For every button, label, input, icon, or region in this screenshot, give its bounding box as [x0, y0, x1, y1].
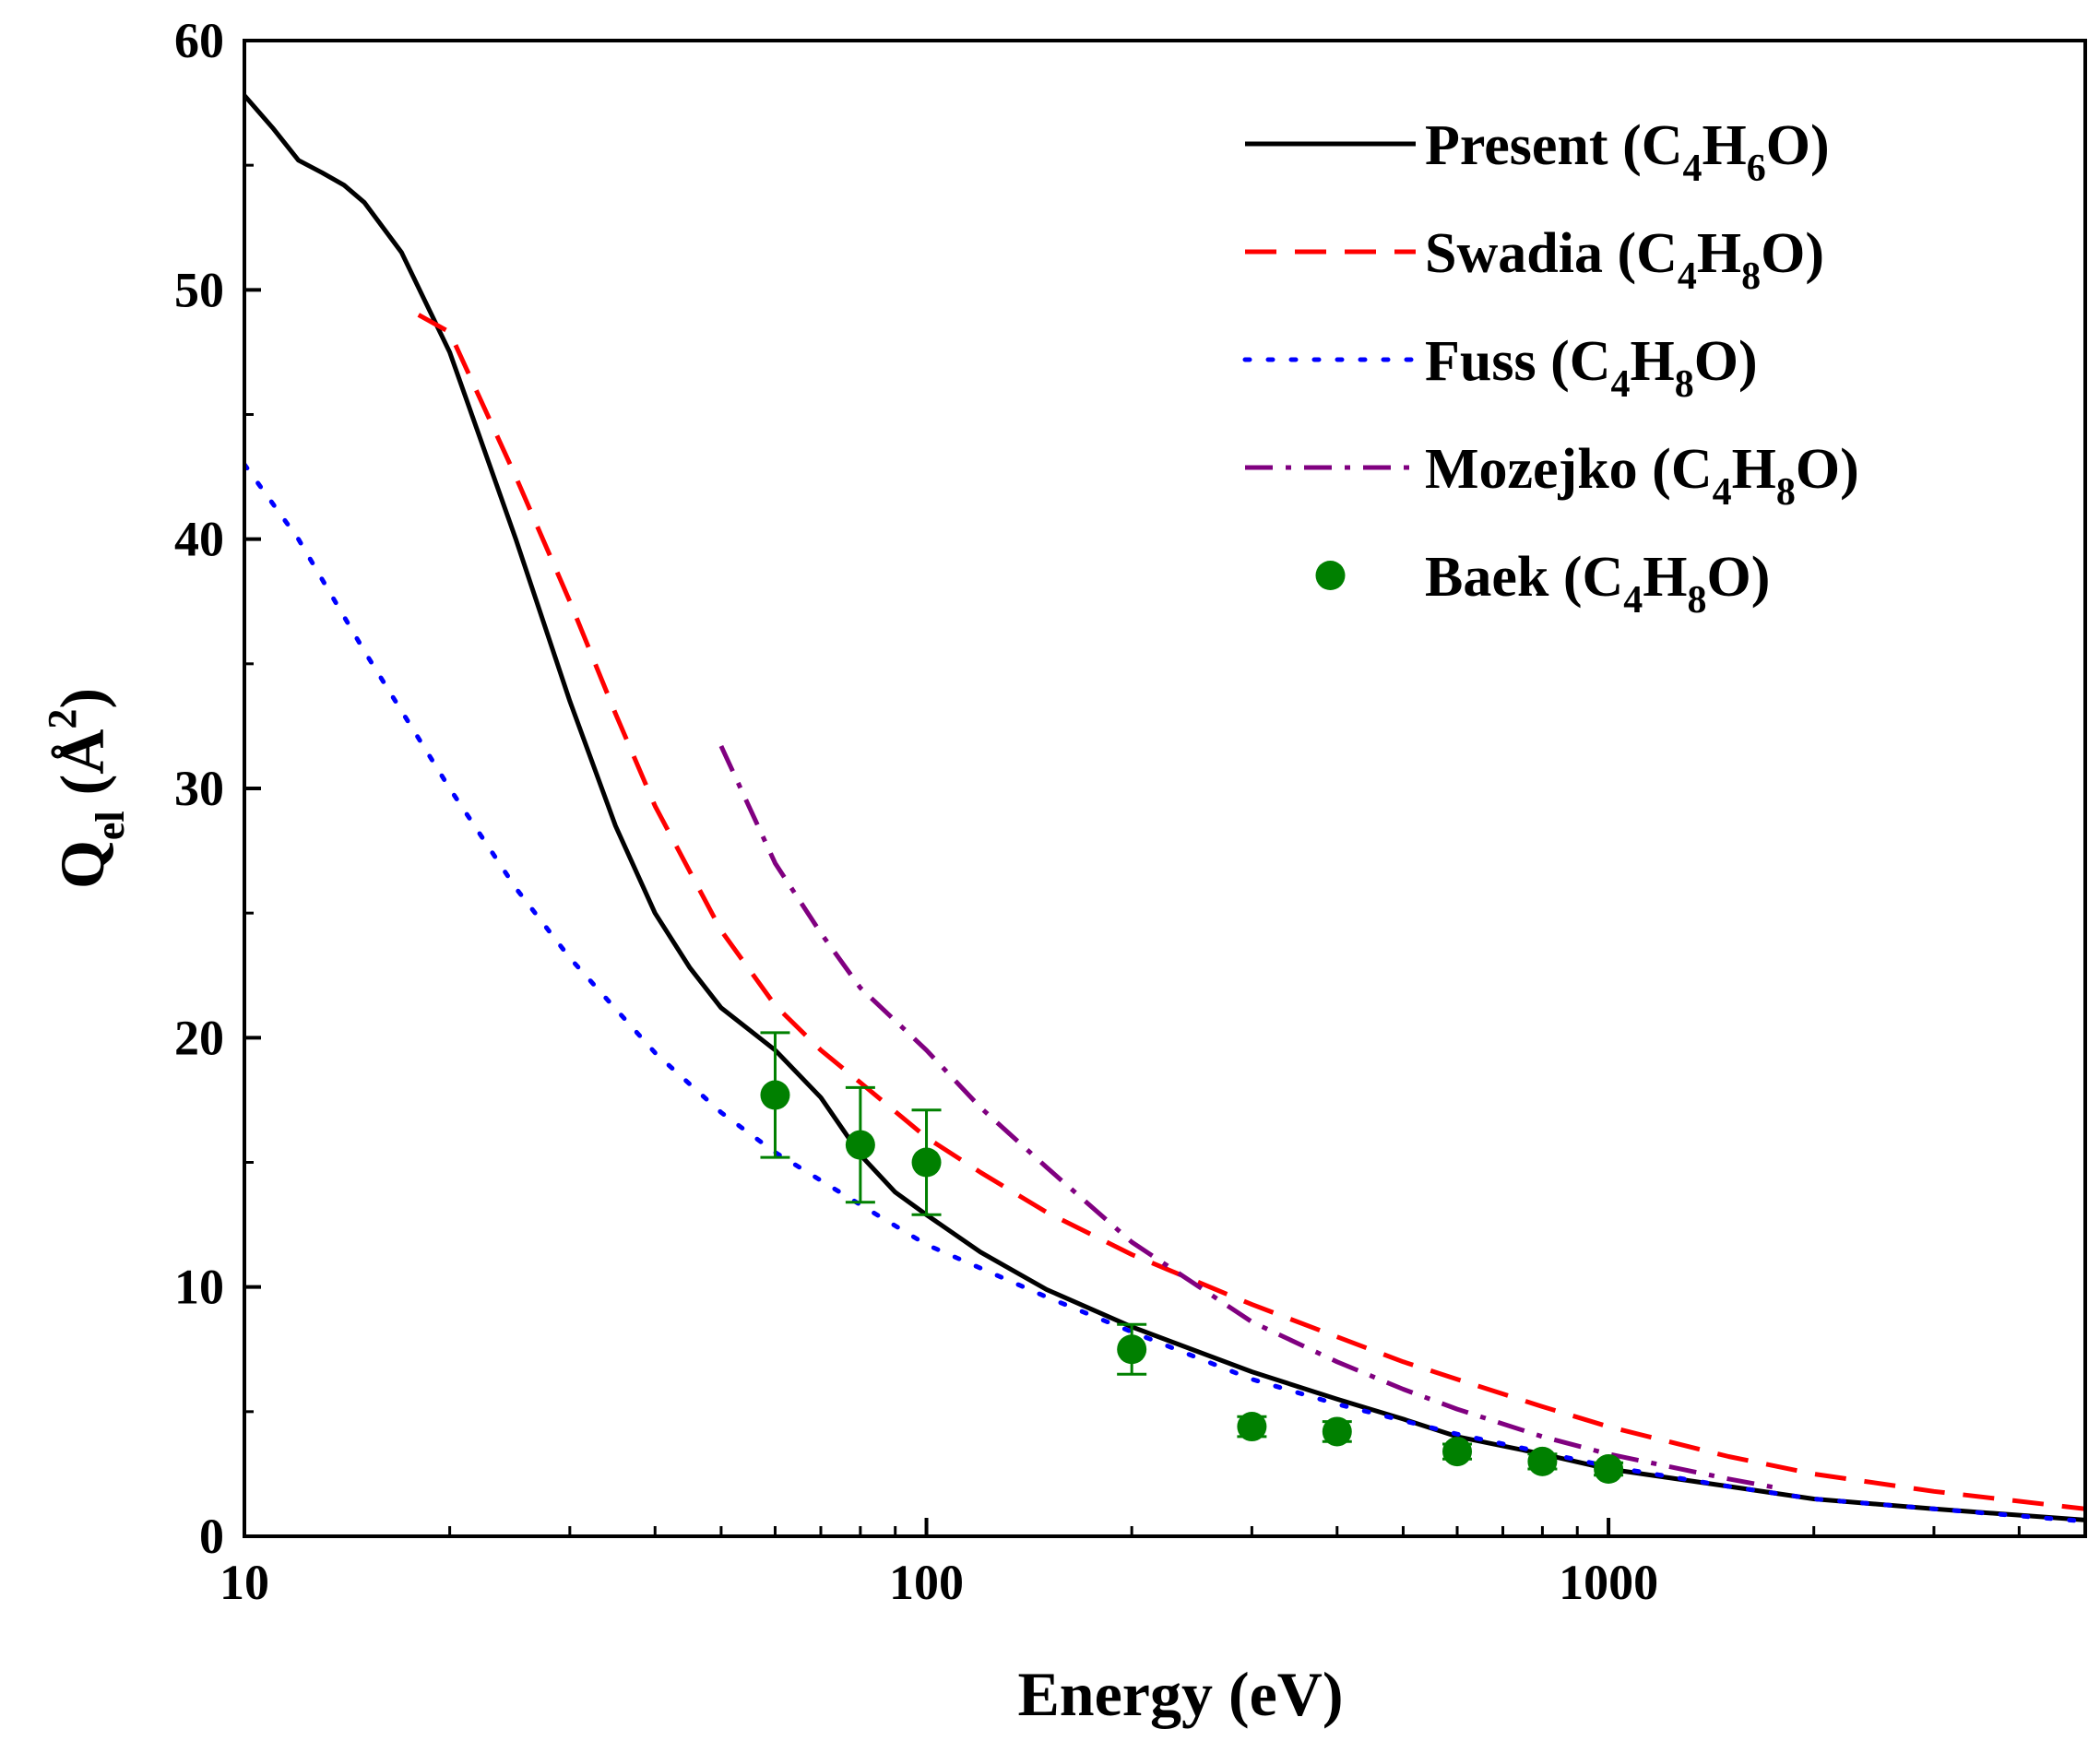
present-line: [244, 93, 2085, 1522]
legend-close-paren: ): [1738, 330, 1758, 393]
legend-label-baek: Baek (C4H8O): [1425, 546, 1770, 622]
x-axis-ticks: 10 100 1000: [219, 1518, 2087, 1610]
baek-point: [845, 1130, 875, 1160]
series-layer: [244, 93, 2085, 1524]
formula-part: H: [1697, 222, 1741, 285]
y-tick-label: 60: [174, 13, 224, 68]
points-layer: [760, 1031, 1624, 1485]
y-axis-title-close: ): [47, 688, 117, 709]
x-axis-title: Energy (eV): [1017, 1659, 1343, 1729]
y-axis-ticks: 0 10 20 30 40 50 60: [174, 13, 261, 1564]
legend-name: Baek (: [1425, 546, 1583, 609]
baek-point: [1594, 1454, 1624, 1485]
swadia-line: [417, 313, 2085, 1511]
baek-point: [760, 1080, 790, 1110]
formula-subscript: 4: [1713, 471, 1732, 514]
y-axis-title: Qel (Å2): [40, 688, 133, 889]
formula-subscript: 8: [1741, 255, 1761, 298]
legend-close-paren: ): [1805, 222, 1824, 285]
baek-point: [1117, 1334, 1147, 1365]
formula-part: H: [1703, 114, 1747, 177]
formula-part: C: [1636, 222, 1678, 285]
formula-part: H: [1631, 330, 1675, 393]
formula-part: O: [1694, 330, 1738, 393]
formula-subscript: 8: [1675, 363, 1694, 406]
y-axis-title-sup: 2: [40, 709, 85, 729]
y-tick-label: 10: [174, 1260, 224, 1315]
baek-point: [1527, 1446, 1558, 1476]
legend-name: Fuss (: [1425, 330, 1570, 393]
y-tick-label: 0: [199, 1509, 224, 1564]
y-axis-title-sub: el: [88, 811, 133, 840]
formula-part: C: [1583, 546, 1624, 609]
legend-name: Swadia (: [1425, 222, 1636, 285]
formula-subscript: 4: [1678, 255, 1697, 298]
y-tick-label: 50: [174, 262, 224, 317]
formula-part: O: [1707, 546, 1751, 609]
formula-subscript: 4: [1683, 148, 1703, 190]
formula-part: C: [1671, 438, 1713, 501]
baek-point: [911, 1147, 942, 1178]
formula-part: O: [1796, 438, 1840, 501]
legend-label-fuss: Fuss (C4H8O): [1425, 330, 1758, 406]
formula-subscript: 4: [1623, 579, 1643, 622]
x-tick-label: 100: [889, 1555, 964, 1610]
formula-part: H: [1643, 546, 1687, 609]
y-axis-title-unit: (Å: [47, 729, 117, 811]
legend: Present (C4H6O)Swadia (C4H8O)Fuss (C4H8O…: [1242, 114, 1859, 622]
y-tick-label: 30: [174, 761, 224, 816]
baek-point: [1237, 1412, 1267, 1442]
y-tick-label: 40: [174, 512, 224, 567]
legend-label-present: Present (C4H6O): [1425, 114, 1830, 190]
legend-name: Present (: [1425, 114, 1642, 177]
mozejko-line: [718, 744, 1784, 1492]
legend-close-paren: ): [1840, 438, 1859, 501]
formula-subscript: 8: [1776, 471, 1796, 514]
legend-name: Mozejko (: [1425, 438, 1671, 501]
y-axis-title-main: Q: [47, 840, 117, 889]
legend-label-mozejko: Mozejko (C4H8O): [1425, 438, 1859, 514]
formula-subscript: 6: [1747, 148, 1766, 190]
formula-part: O: [1761, 222, 1805, 285]
legend-close-paren: ): [1810, 114, 1830, 177]
formula-part: C: [1570, 330, 1611, 393]
fuss-line: [244, 462, 2085, 1524]
formula-subscript: 8: [1688, 579, 1707, 622]
formula-part: H: [1732, 438, 1776, 501]
formula-part: C: [1642, 114, 1683, 177]
baek-point: [1322, 1416, 1352, 1447]
baek-point: [1442, 1437, 1473, 1467]
formula-part: O: [1766, 114, 1810, 177]
y-tick-label: 20: [174, 1010, 224, 1065]
legend-marker-baek: [1315, 561, 1346, 590]
x-tick-label: 1000: [1559, 1555, 1658, 1610]
legend-close-paren: ): [1751, 546, 1771, 609]
x-tick-label: 10: [219, 1555, 269, 1610]
formula-subscript: 4: [1611, 363, 1631, 406]
legend-label-swadia: Swadia (C4H8O): [1425, 222, 1824, 298]
